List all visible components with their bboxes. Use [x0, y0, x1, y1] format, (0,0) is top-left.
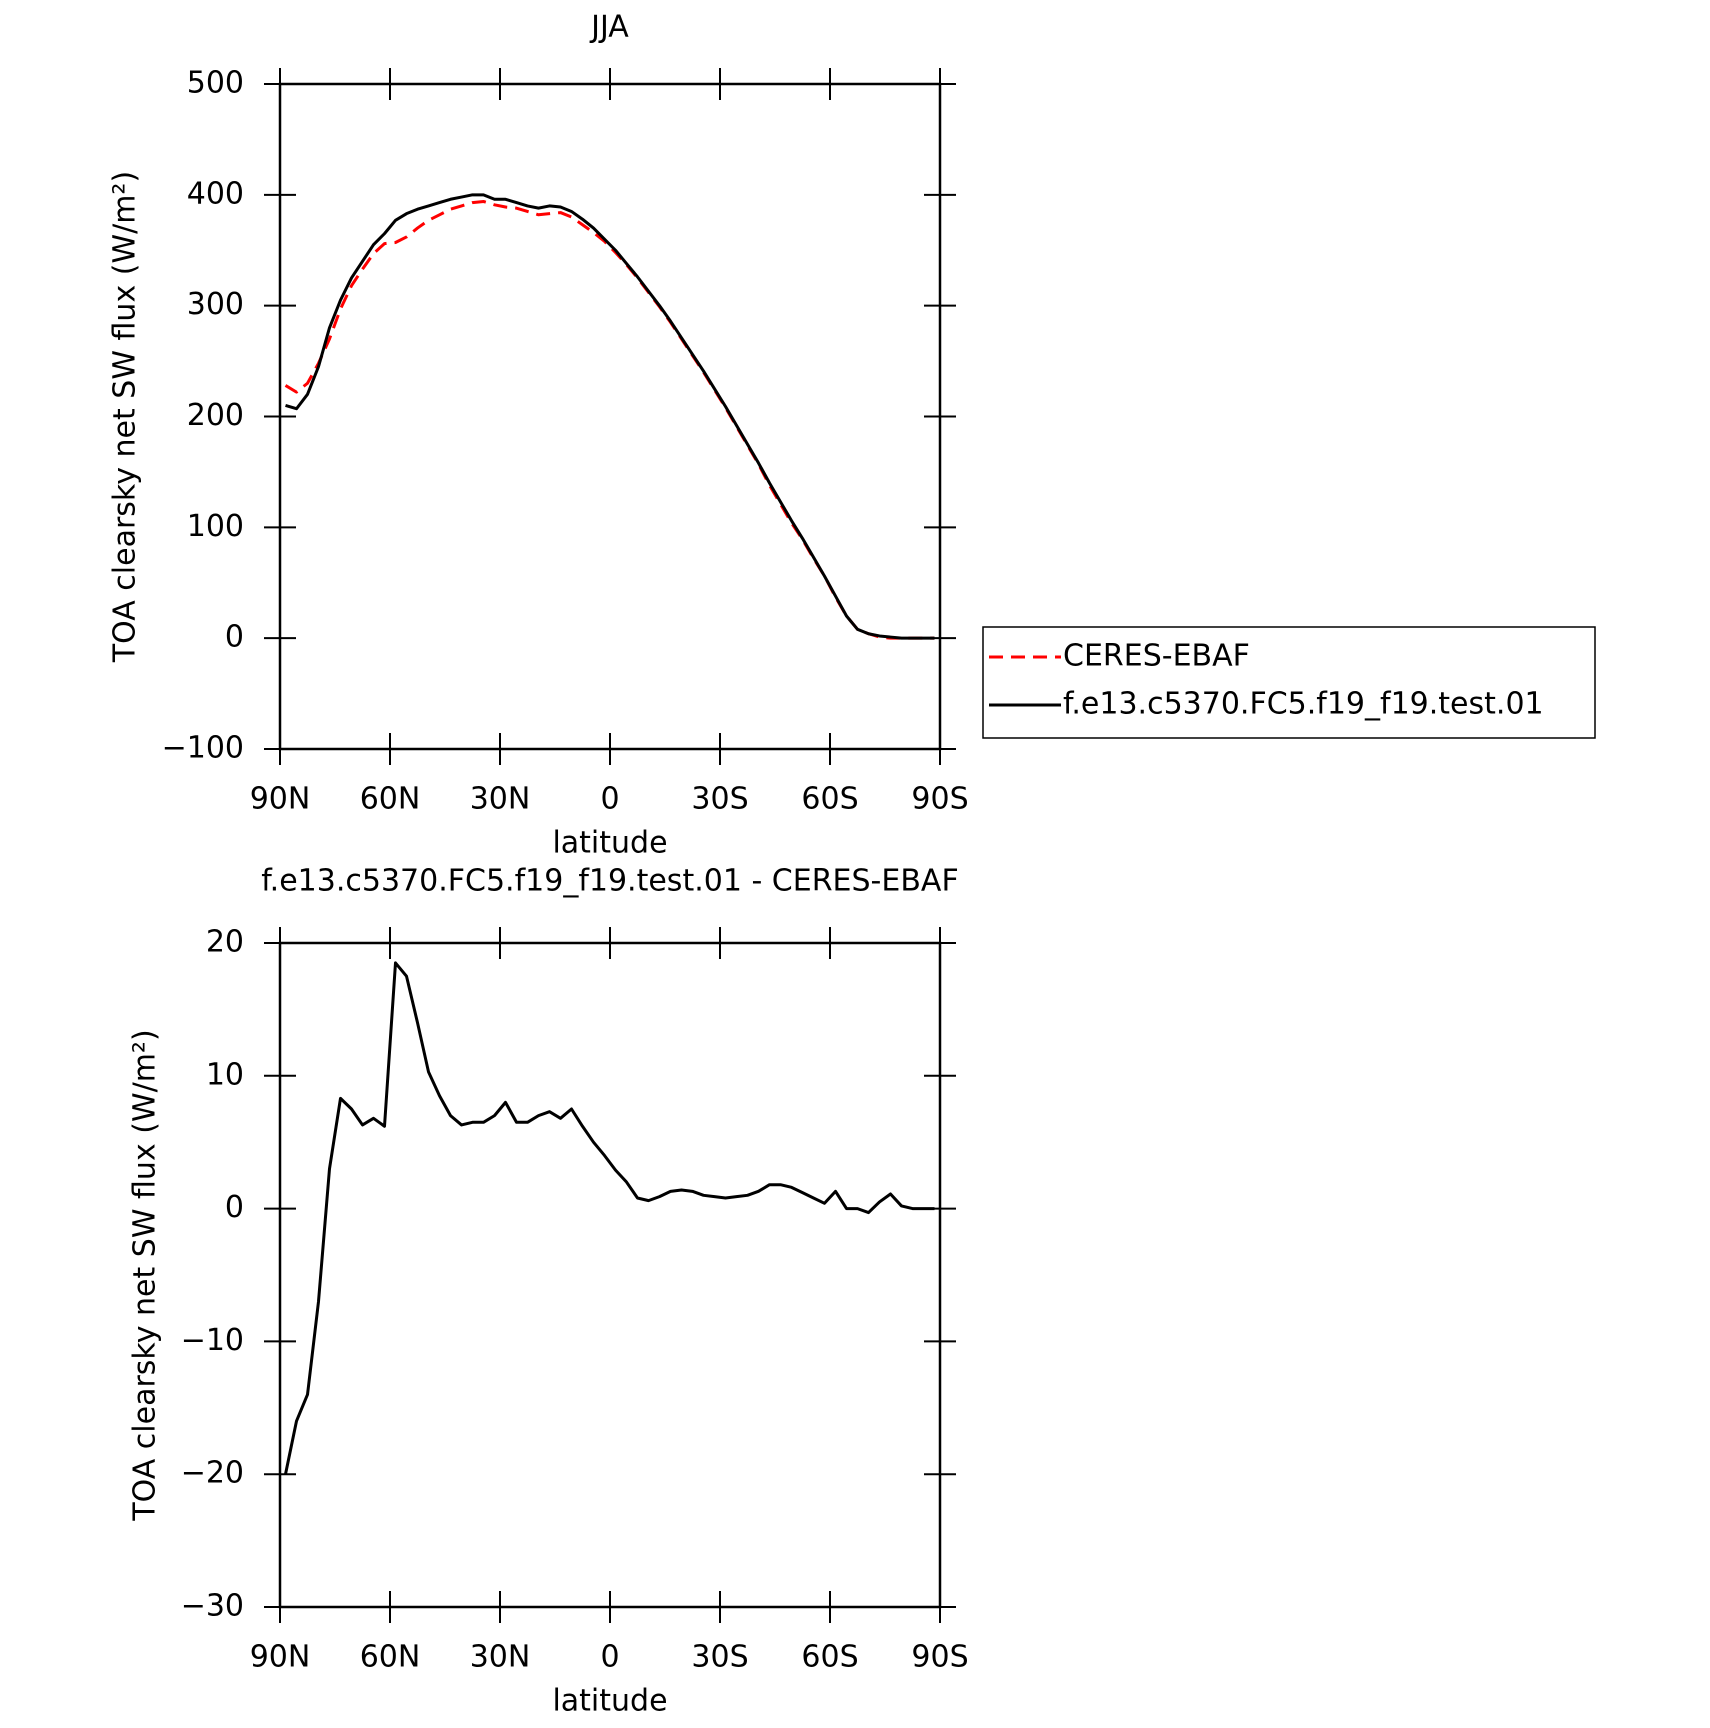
x-axis-label: latitude	[552, 1684, 667, 1719]
y-tick-label: −100	[162, 731, 244, 766]
y-tick-label: 10	[206, 1057, 244, 1092]
data-line	[285, 193, 935, 640]
plot-frame	[278, 82, 942, 751]
legend-box	[982, 626, 1596, 739]
x-tick-label: 90S	[911, 1640, 968, 1675]
y-tick-label: 400	[187, 176, 244, 211]
y-tick-label: −20	[181, 1456, 244, 1491]
x-tick-label: 90N	[250, 1640, 311, 1675]
data-line	[284, 961, 935, 1475]
x-tick-label: 60S	[801, 1640, 858, 1675]
legend-label: f.e13.c5370.FC5.f19_f19.test.01	[1063, 687, 1544, 722]
x-tick-label: 90S	[911, 782, 968, 817]
x-tick-label: 30S	[691, 1640, 748, 1675]
y-tick-label: 0	[225, 620, 244, 655]
y-tick-label: −30	[181, 1589, 244, 1624]
y-tick-label: 0	[225, 1190, 244, 1225]
x-tick-label: 30N	[470, 782, 531, 817]
x-axis-label: latitude	[552, 826, 667, 861]
y-axis-label: TOA clearsky net SW flux (W/m²)	[128, 1029, 163, 1521]
x-tick-label: 60N	[360, 782, 421, 817]
y-axis-label: TOA clearsky net SW flux (W/m²)	[108, 171, 143, 663]
x-tick-label: 90N	[250, 782, 311, 817]
x-tick-label: 60S	[801, 782, 858, 817]
y-tick-label: 300	[187, 287, 244, 322]
y-tick-label: 100	[187, 509, 244, 544]
y-tick-label: −10	[181, 1323, 244, 1358]
chart-title: f.e13.c5370.FC5.f19_f19.test.01 - CERES-…	[261, 864, 958, 899]
x-tick-label: 0	[600, 1640, 619, 1675]
legend-label: CERES-EBAF	[1063, 639, 1250, 674]
x-tick-label: 60N	[360, 1640, 421, 1675]
plot-frame	[278, 941, 942, 1609]
x-tick-label: 0	[600, 782, 619, 817]
y-tick-label: 200	[187, 398, 244, 433]
x-tick-label: 30S	[691, 782, 748, 817]
y-tick-label: 500	[187, 66, 244, 101]
x-tick-label: 30N	[470, 1640, 531, 1675]
chart-title: JJA	[589, 10, 629, 45]
y-tick-label: 20	[206, 925, 244, 960]
